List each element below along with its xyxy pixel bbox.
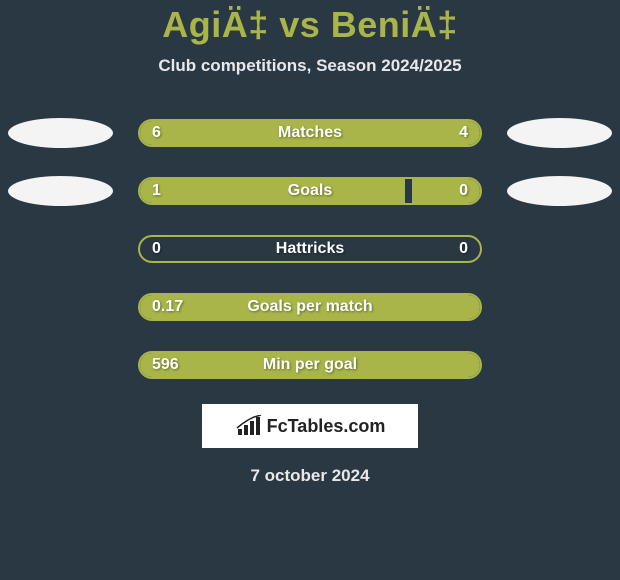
stat-row: 1 0 Goals bbox=[0, 176, 620, 206]
stat-label: Matches bbox=[278, 124, 342, 142]
stat-right-value: 0 bbox=[459, 182, 468, 200]
stat-bar: 6 4 Matches bbox=[138, 119, 482, 147]
stat-bar: 0.17 Goals per match bbox=[138, 293, 482, 321]
player-left-oval bbox=[8, 118, 113, 148]
stat-left-value: 596 bbox=[152, 356, 179, 374]
page-title: AgiÄ‡ vs BeniÄ‡ bbox=[162, 4, 458, 46]
stat-label: Goals bbox=[288, 182, 332, 200]
player-left-oval bbox=[8, 176, 113, 206]
stat-row: 0.17 Goals per match bbox=[0, 292, 620, 322]
stats-area: 6 4 Matches 1 0 Goals 0 0 Hattricks 0.17 Goals per… bbox=[0, 118, 620, 380]
stat-right-value: 0 bbox=[459, 240, 468, 258]
stat-bar: 0 0 Hattricks bbox=[138, 235, 482, 263]
bar-fill-right bbox=[412, 179, 480, 203]
stat-left-value: 0.17 bbox=[152, 298, 183, 316]
player-right-oval bbox=[507, 176, 612, 206]
stat-right-value: 4 bbox=[459, 124, 468, 142]
stat-left-value: 0 bbox=[152, 240, 161, 258]
player-right-oval bbox=[507, 118, 612, 148]
stat-row: 0 0 Hattricks bbox=[0, 234, 620, 264]
bar-fill-left bbox=[140, 179, 405, 203]
stat-label: Hattricks bbox=[276, 240, 344, 258]
chart-icon bbox=[235, 415, 263, 437]
stat-row: 596 Min per goal bbox=[0, 350, 620, 380]
date-label: 7 october 2024 bbox=[250, 466, 369, 486]
logo-box[interactable]: FcTables.com bbox=[202, 404, 418, 448]
stat-label: Goals per match bbox=[247, 298, 372, 316]
page-subtitle: Club competitions, Season 2024/2025 bbox=[158, 56, 461, 76]
stat-left-value: 1 bbox=[152, 182, 161, 200]
stat-bar: 1 0 Goals bbox=[138, 177, 482, 205]
logo-text: FcTables.com bbox=[267, 416, 386, 437]
stat-left-value: 6 bbox=[152, 124, 161, 142]
main-container: AgiÄ‡ vs BeniÄ‡ Club competitions, Seaso… bbox=[0, 0, 620, 486]
stat-bar: 596 Min per goal bbox=[138, 351, 482, 379]
stat-row: 6 4 Matches bbox=[0, 118, 620, 148]
stat-label: Min per goal bbox=[263, 356, 357, 374]
